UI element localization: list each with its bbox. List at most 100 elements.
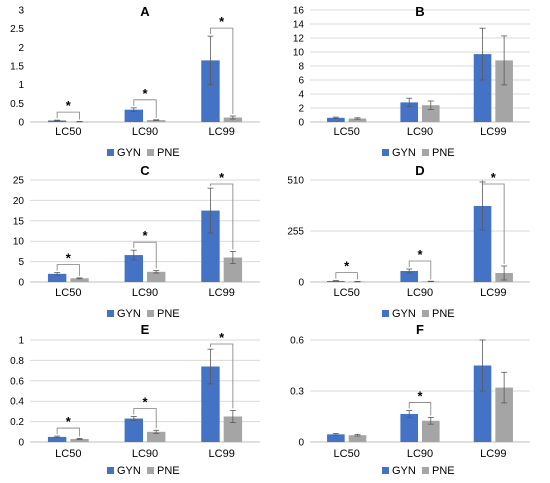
x-category-label: LC50 [334,126,360,138]
bar-gyn-lc50 [327,117,345,122]
chart-title: C [140,163,150,178]
significance-star: * [219,14,225,29]
y-tick-label: 3 [18,6,24,17]
y-tick-label: 2 [18,43,24,54]
significance-star: * [66,251,72,266]
legend-swatch-pne [147,467,154,474]
x-category-label: LC90 [132,448,158,460]
x-category-label: LC99 [209,448,235,460]
chart-title: E [141,322,150,337]
y-tick-label: 0 [18,278,24,289]
y-tick-label: 4 [298,90,304,101]
bar-gyn-lc99 [473,365,492,442]
x-category-label: LC99 [209,126,235,138]
x-category-label: LC90 [132,126,158,138]
x-category-label: LC50 [55,287,81,299]
bar-gyn-lc90 [400,413,418,442]
legend-swatch-gyn [107,149,114,156]
y-tick-label: 5 [18,257,24,268]
significance-star: * [219,330,225,345]
y-tick-label: 0.4 [10,397,24,408]
significance-star: * [142,228,148,243]
significance-star: * [344,259,350,274]
legend-swatch-gyn [382,149,389,156]
chart-title: F [416,322,424,337]
significance-bracket [408,260,432,280]
y-tick-label: 15 [13,216,25,227]
y-tick-label: 10 [293,48,305,59]
y-tick-label: 8 [298,62,304,73]
bar-gyn-lc99 [201,60,220,122]
bar-gyn-lc99 [201,210,220,282]
y-tick-label: 25 [13,176,25,187]
legend-swatch-pne [422,149,429,156]
bar-pne-lc90 [147,120,166,122]
x-category-label: LC99 [480,448,506,460]
bar-gyn-lc90 [124,109,143,122]
bar-gyn-lc90 [124,255,143,282]
significance-bracket [210,183,234,250]
y-tick-label: 0 [298,278,304,289]
bar-pne-lc99 [223,257,243,282]
legend-swatch-pne [422,467,429,474]
x-category-label: LC90 [407,287,433,299]
y-tick-label: 0.2 [10,417,24,428]
significance-bracket [56,427,80,437]
y-tick-label: 14 [293,20,305,31]
bar-pne-lc50 [70,438,89,442]
legend-label-gyn: GYN [392,308,416,320]
y-tick-label: 2 [298,104,304,115]
x-category-label: LC99 [209,287,235,299]
y-tick-label: 0 [298,118,304,129]
x-category-label: LC50 [334,287,360,299]
significance-star: * [142,395,148,410]
bar-pne-lc50 [348,435,367,442]
bar-pne-lc99 [495,60,513,122]
legend-label-gyn: GYN [392,465,416,477]
significance-bracket [482,180,505,264]
legend-label-gyn: GYN [392,147,416,159]
x-category-label: LC99 [480,287,506,299]
chart-panel-a: 0 0.5 1 1.5 2 2.5 3 A LC50 LC90 LC99 * * * GYN PNE [10,4,260,159]
significance-star: * [66,98,72,113]
y-tick-label: 6 [298,76,304,87]
legend-label-pne: PNE [432,308,455,320]
legend-label-pne: PNE [157,308,180,320]
y-tick-label: 0.8 [10,356,24,367]
legend-swatch-pne [422,310,429,317]
legend-swatch-gyn [382,310,389,317]
bar-gyn-lc99 [201,366,220,442]
legend-label-gyn: GYN [117,147,141,159]
legend-swatch-pne [147,310,154,317]
bar-gyn-lc99 [473,54,492,122]
legend-swatch-gyn [107,310,114,317]
y-tick-label: 1 [18,336,24,347]
bar-gyn-lc99 [473,206,492,282]
bar-gyn-lc50 [47,436,67,442]
x-category-label: LC50 [55,448,81,460]
y-tick-label: 0 [18,118,24,129]
significance-bracket [56,111,80,120]
significance-bracket [133,99,157,118]
legend-label-gyn: GYN [117,308,141,320]
bar-gyn-lc90 [124,418,143,442]
bar-pne-lc90 [147,271,166,282]
y-tick-label: 16 [293,6,305,17]
y-tick-label: 0.3 [290,387,304,398]
significance-star: * [142,86,148,101]
significance-bracket [335,272,358,280]
bar-gyn-lc90 [400,271,418,282]
significance-star: * [417,389,423,404]
chart-panel-c: 0 5 10 15 20 25 C LC50 LC90 LC99 * * * GYN PNE [13,163,260,320]
legend-label-pne: PNE [432,147,455,159]
y-tick-label: 510 [287,176,304,187]
y-tick-label: 2.5 [10,24,24,35]
legend-label-gyn: GYN [117,465,141,477]
x-category-label: LC90 [132,287,158,299]
bar-pne-lc90 [422,420,440,442]
bar-pne-lc99 [223,117,243,122]
y-tick-label: 0.6 [290,336,304,347]
significance-star: * [219,170,225,185]
y-tick-label: 12 [293,34,305,45]
